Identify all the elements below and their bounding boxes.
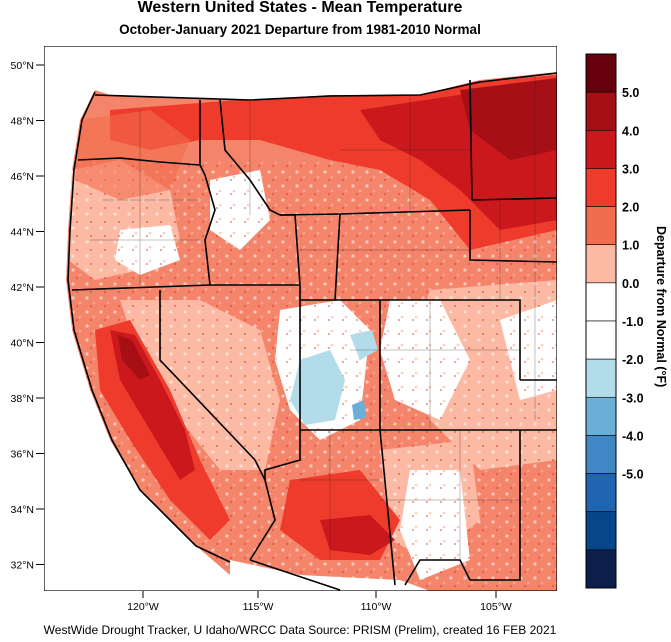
map-area bbox=[44, 46, 557, 591]
map-subtitle: October-January 2021 Departure from 1981… bbox=[119, 22, 481, 37]
latitude-labels: 50°N 48°N 46°N 44°N 42°N 40°N 38°N 36°N 34°N 32°N bbox=[11, 60, 44, 572]
colorbar: 5.0 4.0 3.0 2.0 1.0 0.0 -1.0 -2.0 -3.0 -4.0 -5.0 bbox=[585, 53, 644, 589]
state-boundaries bbox=[67, 72, 557, 591]
source-footer: WestWide Drought Tracker, U Idaho/WRCC D… bbox=[43, 623, 557, 637]
colorbar-bin bbox=[585, 244, 617, 284]
colorbar-bin bbox=[585, 435, 617, 474]
colorbar-tick-label: 0.0 bbox=[622, 277, 639, 291]
zone-cool-utah-3 bbox=[352, 400, 366, 420]
latitude-label: 48°N bbox=[11, 116, 34, 128]
zone-cool-utah bbox=[290, 350, 345, 425]
canada-region bbox=[44, 46, 557, 100]
colorbar-bin bbox=[585, 511, 617, 551]
latitude-label: 40°N bbox=[11, 338, 34, 350]
longitude-labels: 120°W 115°W 110°W 105°W bbox=[127, 591, 512, 613]
colorbar-bin bbox=[585, 549, 617, 589]
zone-darkest-dakota bbox=[460, 78, 557, 160]
colorbar-tick-label: -5.0 bbox=[622, 468, 644, 482]
colorbar-tick-label: -1.0 bbox=[622, 315, 644, 329]
longitude-label: 115°W bbox=[243, 601, 274, 613]
colorbar-bin bbox=[585, 129, 617, 169]
colorbar-bin bbox=[585, 396, 617, 436]
colorbar-tick-label: 4.0 bbox=[622, 124, 639, 138]
latitude-label: 50°N bbox=[11, 60, 34, 72]
colorbar-tick-label: -2.0 bbox=[622, 353, 644, 367]
pacific-ocean bbox=[44, 60, 110, 470]
colorbar-tick-label: 1.0 bbox=[622, 239, 639, 253]
map-title: Western United States - Mean Temperature bbox=[137, 0, 463, 16]
latitude-label: 46°N bbox=[11, 171, 34, 183]
latitude-label: 44°N bbox=[11, 227, 34, 239]
latitude-label: 42°N bbox=[11, 282, 34, 294]
colorbar-tick-label: 5.0 bbox=[622, 86, 639, 100]
longitude-label: 110°W bbox=[361, 601, 392, 613]
latitude-label: 38°N bbox=[11, 393, 34, 405]
colorbar-tick-label: -4.0 bbox=[622, 429, 644, 443]
colorbar-bin bbox=[585, 206, 617, 246]
colorbar-bin bbox=[585, 320, 617, 360]
colorbar-bin bbox=[585, 473, 617, 513]
longitude-label: 120°W bbox=[127, 601, 159, 613]
zone-darkred-sw bbox=[320, 515, 395, 555]
zone-darkest-sierra bbox=[118, 335, 150, 380]
mexico-region bbox=[44, 470, 230, 591]
colorbar-bin bbox=[585, 282, 617, 322]
county-boundaries bbox=[90, 75, 536, 560]
colorbar-bin bbox=[585, 53, 617, 93]
latitude-label: 32°N bbox=[11, 560, 34, 572]
colorbar-tick-label: 2.0 bbox=[622, 201, 639, 215]
latitude-label: 36°N bbox=[11, 449, 34, 461]
colorbar-frame bbox=[585, 53, 617, 589]
mexico-region-2 bbox=[230, 560, 430, 591]
colorbar-bin bbox=[585, 91, 617, 131]
colorbar-title: Departure from Normal (°F) bbox=[654, 226, 668, 387]
longitude-label: 105°W bbox=[480, 601, 512, 613]
zone-cool-utah-2 bbox=[350, 330, 378, 360]
colorbar-bin bbox=[585, 358, 617, 398]
latitude-label: 34°N bbox=[11, 504, 34, 516]
colorbar-tick-label: 3.0 bbox=[622, 162, 639, 176]
colorbar-tick-label: -3.0 bbox=[622, 391, 644, 405]
colorbar-bin bbox=[585, 168, 617, 207]
